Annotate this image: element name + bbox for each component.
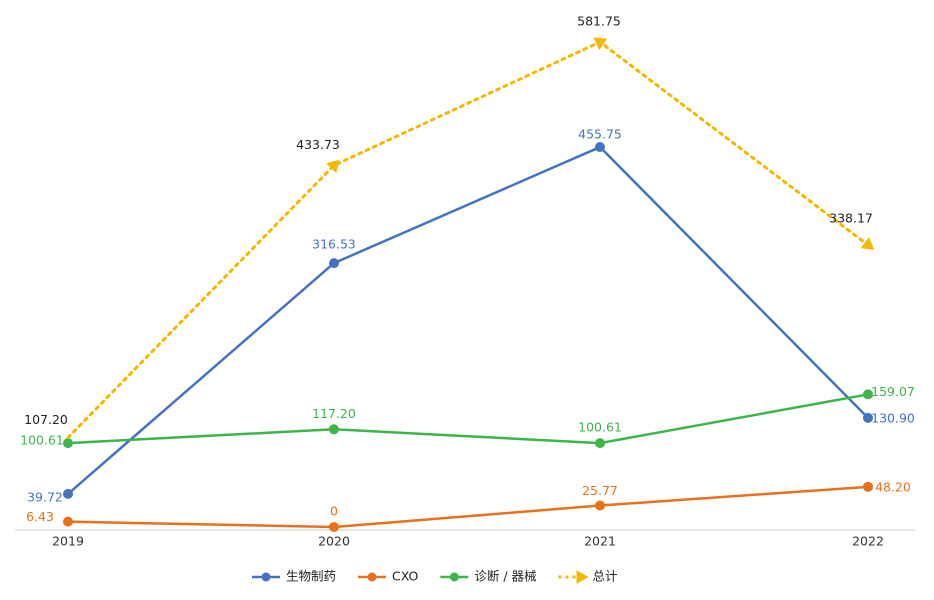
series-line [66, 40, 870, 440]
data-label: 39.72 [27, 489, 63, 504]
legend-label: 诊断 / 器械 [474, 569, 537, 584]
series-line [67, 485, 869, 529]
data-label: 433.73 [296, 137, 340, 152]
data-label: 107.20 [24, 412, 68, 427]
point-marker [860, 237, 875, 250]
point-marker [329, 424, 339, 435]
data-label: 6.43 [26, 509, 54, 524]
legend-label: 总计 [593, 569, 618, 584]
data-label: 159.07 [871, 384, 915, 399]
data-label: 581.75 [577, 14, 621, 29]
data-label: 338.17 [829, 211, 873, 226]
data-label: 48.20 [875, 479, 911, 494]
data-label: 100.61 [20, 433, 64, 448]
point-marker [863, 389, 873, 400]
point-marker [329, 258, 339, 269]
series-line [67, 393, 869, 445]
point-marker [595, 500, 605, 511]
legend-marker [261, 572, 271, 582]
point-marker [329, 522, 339, 532]
x-tick-label: 2022 [852, 534, 884, 549]
legend-label: CXO [392, 569, 418, 584]
data-label: 117.20 [312, 406, 356, 421]
data-label: 316.53 [312, 237, 356, 252]
point-marker [63, 488, 73, 499]
point-marker [63, 516, 73, 527]
data-label: 100.61 [578, 420, 622, 435]
point-marker [593, 37, 608, 50]
data-label: 455.75 [578, 127, 622, 142]
data-label: 0 [330, 504, 338, 519]
series-line [67, 145, 869, 495]
data-label: 130.90 [871, 410, 915, 425]
point-marker [595, 438, 605, 449]
x-tick-label: 2019 [52, 534, 84, 549]
legend-marker [367, 572, 377, 582]
x-tick-label: 2020 [318, 534, 350, 549]
data-label: 25.77 [582, 483, 618, 498]
legend-label: 生物制药 [286, 569, 336, 584]
legend-marker [576, 570, 589, 584]
x-tick-label: 2021 [584, 534, 616, 549]
legend-marker [449, 572, 459, 582]
point-marker [863, 481, 873, 492]
point-marker [863, 412, 873, 423]
point-marker [326, 159, 340, 174]
point-marker [595, 142, 605, 153]
point-marker [63, 438, 73, 449]
